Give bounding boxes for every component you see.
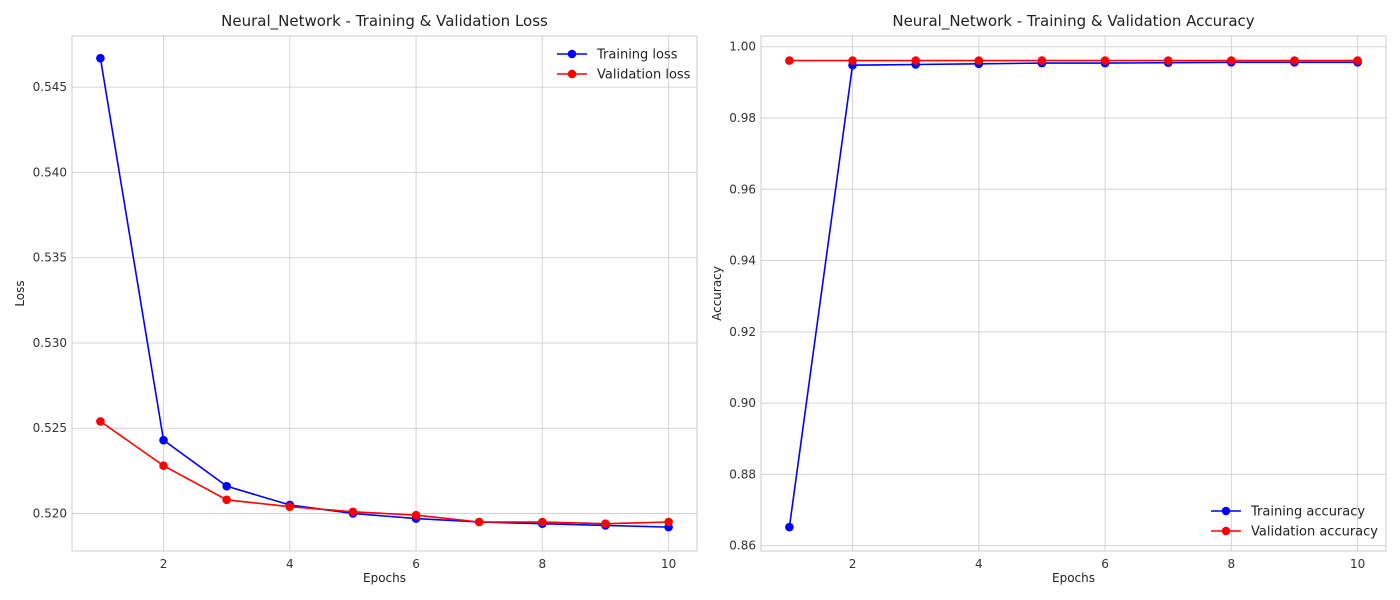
data-point <box>1227 56 1236 65</box>
chart-loss: 2 4 6 8 10 0.520 0.525 0.530 0.535 0.540 0.545 Neur… <box>13 12 698 585</box>
data-point <box>159 461 168 471</box>
data-point <box>785 56 794 65</box>
data-point <box>1353 56 1362 65</box>
legend: Training accuracy Validation accuracy <box>1211 505 1378 540</box>
plot-area <box>761 36 1386 551</box>
y-tick-label: 0.535 <box>33 251 67 265</box>
y-tick-label: 0.530 <box>33 336 67 350</box>
y-tick-label: 0.88 <box>729 467 756 481</box>
y-tick-label: 0.96 <box>729 182 756 196</box>
legend-label: Training accuracy <box>1250 505 1365 520</box>
y-tick-label: 0.94 <box>729 254 756 268</box>
data-point <box>785 522 794 532</box>
data-point <box>1037 56 1047 65</box>
y-axis-label: Accuracy <box>710 266 724 321</box>
y-tick-label: 0.92 <box>729 325 756 339</box>
y-tick-label: 0.540 <box>33 165 67 179</box>
legend-marker <box>1221 506 1231 516</box>
legend-label: Validation accuracy <box>1251 525 1378 540</box>
x-tick-label: 10 <box>661 557 676 571</box>
data-point <box>222 495 231 505</box>
data-point <box>664 517 673 527</box>
axes-frame <box>760 35 1387 552</box>
x-tick-label: 2 <box>849 557 857 571</box>
series-line <box>788 61 1358 528</box>
chart-accuracy: 2 4 6 8 10 0.86 0.88 0.90 0.92 0.94 0.96 0.98 1.00 Ne… <box>710 12 1387 585</box>
data-point <box>474 517 484 527</box>
legend: Training loss Validation loss <box>557 48 691 83</box>
y-tick-label: 0.520 <box>33 506 67 520</box>
data-point <box>159 435 168 445</box>
data-point <box>848 56 857 65</box>
data-point <box>348 507 358 517</box>
chart-title: Neural_Network - Training & Validation L… <box>221 12 548 31</box>
chart-title: Neural_Network - Training & Validation A… <box>892 12 1254 31</box>
plot-area <box>72 36 697 551</box>
axes-frame <box>71 35 698 552</box>
data-point <box>601 519 610 529</box>
data-point <box>911 56 920 65</box>
x-tick-label: 6 <box>412 557 420 571</box>
x-tick-label: 10 <box>1350 557 1365 571</box>
x-tick-label: 6 <box>1101 557 1109 571</box>
x-tick-label: 8 <box>539 557 547 571</box>
data-point <box>222 481 231 491</box>
x-tick-label: 4 <box>975 557 983 571</box>
data-point <box>974 56 984 65</box>
data-point <box>285 502 295 511</box>
y-axis-label: Loss <box>13 280 27 306</box>
legend-label: Training loss <box>596 48 678 63</box>
y-tick-label: 0.86 <box>729 539 756 553</box>
data-point <box>1290 56 1299 65</box>
series-validation <box>785 56 1362 65</box>
y-tick-label: 1.00 <box>729 40 756 54</box>
y-tick-label: 0.98 <box>729 111 756 125</box>
data-point <box>96 417 105 426</box>
data-point <box>1100 56 1110 65</box>
x-tick-label: 4 <box>286 557 294 571</box>
legend-label: Validation loss <box>597 68 691 83</box>
x-tick-label: 2 <box>160 557 168 571</box>
data-point <box>411 510 421 520</box>
x-tick-label: 8 <box>1228 557 1236 571</box>
x-axis-label: Epochs <box>363 571 406 585</box>
legend-marker <box>1221 526 1231 536</box>
data-point <box>1163 56 1173 65</box>
series-validation <box>96 417 673 529</box>
data-point <box>538 517 547 527</box>
series-line <box>99 58 669 528</box>
y-tick-label: 0.525 <box>33 421 67 435</box>
legend-marker <box>567 69 577 79</box>
y-tick-label: 0.545 <box>33 80 67 94</box>
y-tick-label: 0.90 <box>729 396 756 410</box>
series-line <box>99 420 669 525</box>
x-axis-label: Epochs <box>1052 571 1095 585</box>
legend-marker <box>567 49 577 59</box>
data-point <box>96 53 105 63</box>
